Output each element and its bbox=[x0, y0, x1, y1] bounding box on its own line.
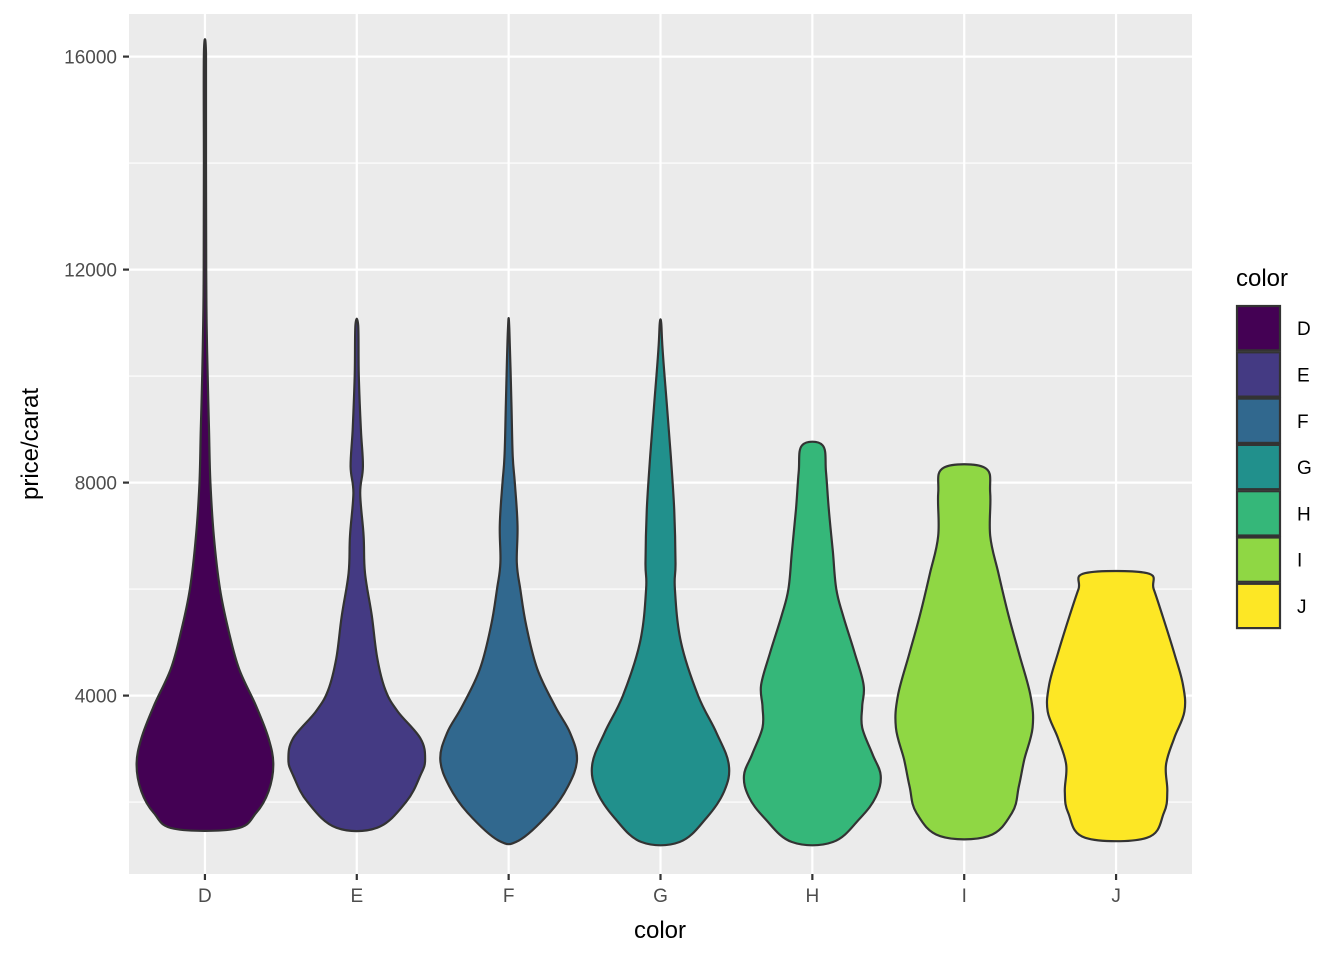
legend-key-E bbox=[1235, 351, 1282, 398]
x-tick-label-E: E bbox=[350, 886, 363, 907]
legend-key-J bbox=[1235, 582, 1282, 630]
legend-label-F: F bbox=[1297, 412, 1309, 433]
x-tick-label-G: G bbox=[653, 886, 668, 907]
violin-I bbox=[894, 463, 1035, 841]
x-axis-title: color bbox=[634, 917, 686, 944]
x-tick-label-F: F bbox=[503, 886, 515, 907]
violin-E bbox=[287, 317, 427, 833]
violin-group bbox=[135, 38, 1187, 847]
y-axis: 4000 8000 12000 16000 bbox=[64, 48, 129, 708]
x-tick-label-H: H bbox=[805, 886, 819, 907]
legend-key-D bbox=[1235, 304, 1282, 352]
legend-label-G: G bbox=[1297, 458, 1312, 479]
violin-D bbox=[135, 38, 275, 832]
legend-label-H: H bbox=[1297, 504, 1311, 525]
violin-G bbox=[590, 318, 731, 847]
y-axis-title: price/carat bbox=[17, 388, 44, 500]
legend-key-H bbox=[1235, 490, 1282, 537]
legend-key-I bbox=[1235, 536, 1282, 583]
violin-J bbox=[1045, 569, 1187, 843]
legend-key-F bbox=[1235, 397, 1282, 445]
x-axis: D E F G H I J bbox=[198, 874, 1121, 907]
legend-label-J: J bbox=[1297, 597, 1307, 618]
y-tick-label-1: 8000 bbox=[75, 474, 117, 495]
y-tick-label-3: 16000 bbox=[64, 48, 117, 69]
x-tick-label-D: D bbox=[198, 886, 212, 907]
x-tick-label-J: J bbox=[1111, 886, 1121, 907]
legend-label-I: I bbox=[1297, 551, 1302, 572]
legend-key-G bbox=[1235, 443, 1282, 491]
legend-title: color bbox=[1236, 265, 1288, 292]
legend-label-D: D bbox=[1297, 319, 1311, 340]
y-tick-label-2: 12000 bbox=[64, 261, 117, 282]
legend: color D E F G H I J bbox=[1235, 265, 1312, 630]
legend-label-E: E bbox=[1297, 365, 1310, 386]
violin-H bbox=[742, 440, 882, 847]
y-tick-label-0: 4000 bbox=[75, 687, 117, 708]
violin-F bbox=[439, 317, 579, 846]
x-tick-label-I: I bbox=[962, 886, 967, 907]
